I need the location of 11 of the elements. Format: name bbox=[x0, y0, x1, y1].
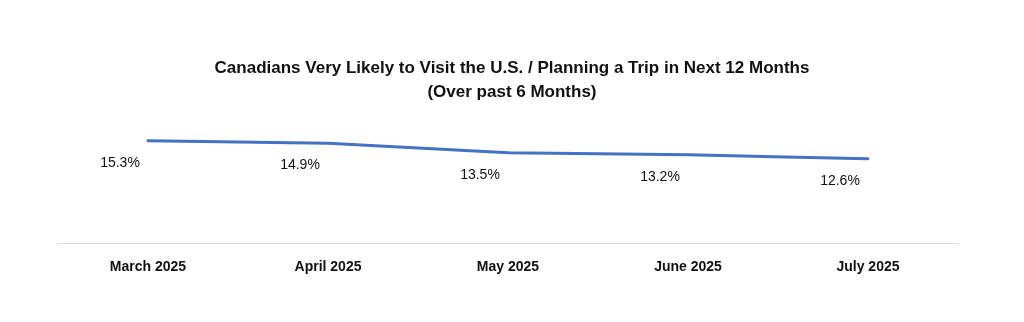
x-tick-label: March 2025 bbox=[109, 258, 187, 274]
x-tick-label: June 2025 bbox=[654, 258, 723, 274]
data-label: 14.9% bbox=[280, 156, 320, 173]
data-label: 12.6% bbox=[820, 171, 860, 188]
data-label: 13.2% bbox=[640, 167, 680, 184]
x-tick-label: April 2025 bbox=[294, 258, 362, 274]
x-tick-label: July 2025 bbox=[836, 258, 900, 274]
chart-title: Canadians Very Likely to Visit the U.S. / Planning a Trip in Next 12 Months (Over past 6 Months) bbox=[214, 57, 810, 101]
data-label: 13.5% bbox=[460, 165, 500, 182]
data-label: 15.3% bbox=[100, 153, 140, 170]
x-tick-label: May 2025 bbox=[476, 258, 540, 274]
